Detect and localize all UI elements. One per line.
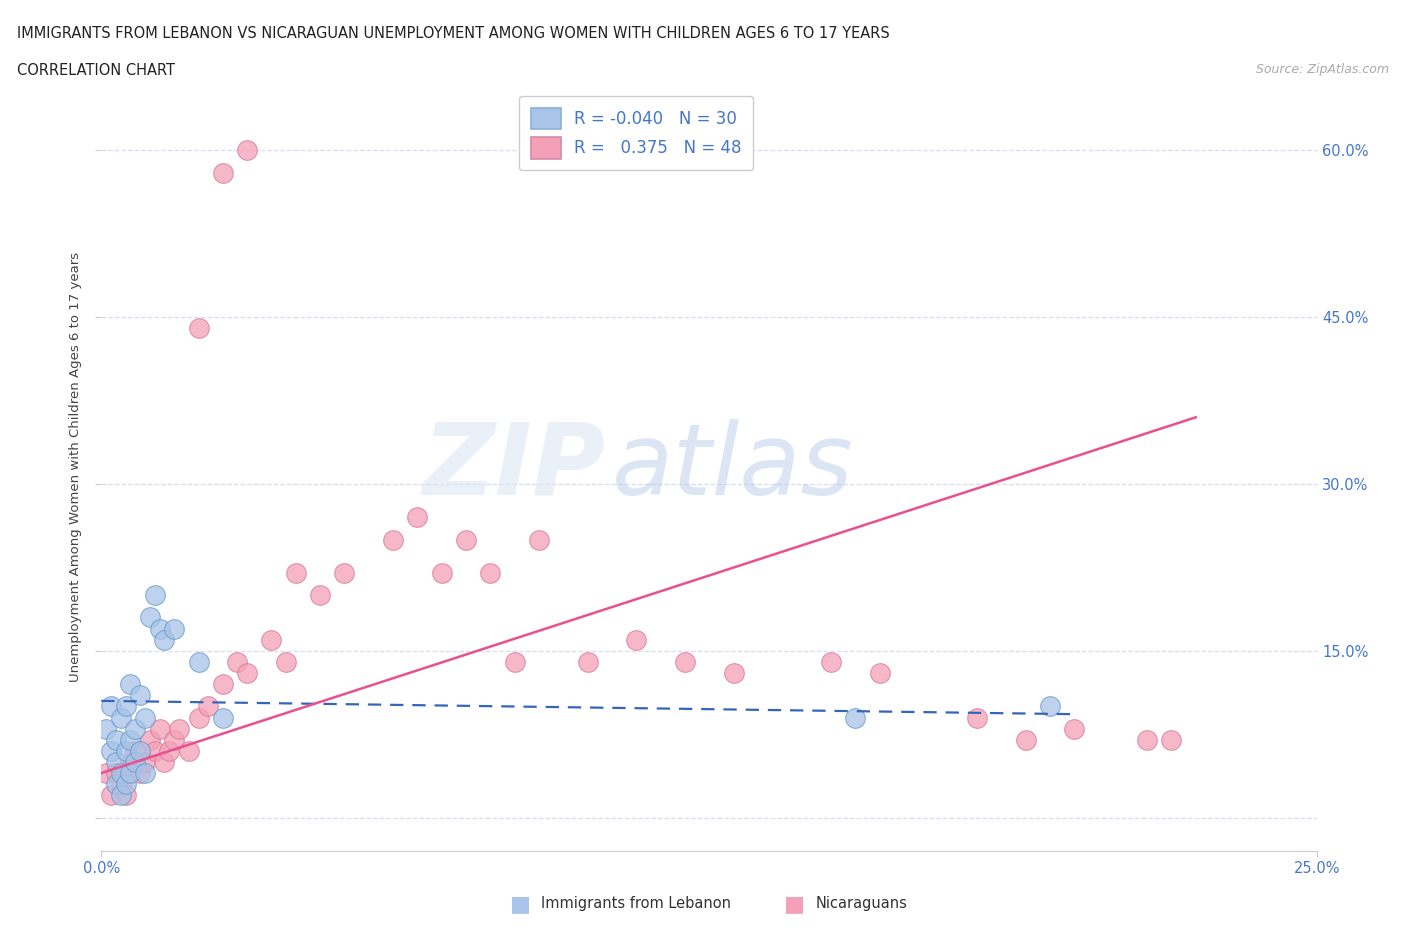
Point — [94, 765, 117, 780]
Point — [1136, 732, 1159, 747]
Point — [100, 699, 122, 714]
Point — [284, 565, 307, 580]
Point — [110, 765, 132, 780]
Text: Source: ZipAtlas.com: Source: ZipAtlas.com — [1256, 63, 1389, 76]
Point — [134, 711, 156, 725]
Point — [456, 532, 478, 547]
Text: CORRELATION CHART: CORRELATION CHART — [17, 63, 174, 78]
Point — [723, 666, 745, 681]
Point — [576, 655, 599, 670]
Point — [212, 677, 235, 692]
Point — [212, 711, 235, 725]
Text: IMMIGRANTS FROM LEBANON VS NICARAGUAN UNEMPLOYMENT AMONG WOMEN WITH CHILDREN AGE: IMMIGRANTS FROM LEBANON VS NICARAGUAN UN… — [17, 26, 890, 41]
Point — [163, 621, 186, 636]
Point — [503, 655, 526, 670]
Point — [869, 666, 891, 681]
Point — [129, 743, 152, 758]
Point — [479, 565, 502, 580]
Point — [187, 655, 209, 670]
Point — [124, 754, 146, 769]
Point — [120, 765, 142, 780]
Point — [844, 711, 866, 725]
Point — [167, 721, 190, 736]
Point — [212, 166, 235, 180]
Point — [124, 721, 146, 736]
Point — [626, 632, 648, 647]
Point — [134, 765, 156, 780]
Text: ZIP: ZIP — [423, 418, 606, 516]
Point — [333, 565, 356, 580]
Text: Nicaraguans: Nicaraguans — [815, 897, 907, 911]
Point — [157, 743, 180, 758]
Text: ■: ■ — [785, 894, 804, 914]
Point — [110, 788, 132, 803]
Text: Immigrants from Lebanon: Immigrants from Lebanon — [541, 897, 731, 911]
Point — [94, 721, 117, 736]
Point — [120, 732, 142, 747]
Point — [104, 765, 127, 780]
Point — [120, 754, 142, 769]
Point — [226, 655, 249, 670]
Point — [134, 754, 156, 769]
Point — [177, 743, 200, 758]
Point — [153, 632, 176, 647]
Point — [120, 677, 142, 692]
Legend: R = -0.040   N = 30, R =   0.375   N = 48: R = -0.040 N = 30, R = 0.375 N = 48 — [519, 96, 754, 170]
Point — [149, 721, 172, 736]
Point — [114, 788, 136, 803]
Point — [114, 777, 136, 791]
Point — [197, 699, 219, 714]
Point — [110, 777, 132, 791]
Point — [966, 711, 988, 725]
Point — [100, 788, 122, 803]
Point — [1014, 732, 1036, 747]
Point — [406, 510, 429, 525]
Point — [1063, 721, 1085, 736]
Point — [153, 754, 176, 769]
Point — [1039, 699, 1062, 714]
Point — [143, 588, 166, 603]
Point — [100, 743, 122, 758]
Point — [129, 688, 152, 703]
Point — [430, 565, 453, 580]
Y-axis label: Unemployment Among Women with Children Ages 6 to 17 years: Unemployment Among Women with Children A… — [69, 252, 83, 683]
Point — [139, 732, 162, 747]
Point — [382, 532, 405, 547]
Point — [820, 655, 842, 670]
Point — [124, 743, 146, 758]
Point — [236, 666, 259, 681]
Point — [143, 743, 166, 758]
Point — [527, 532, 550, 547]
Point — [236, 143, 259, 158]
Point — [104, 777, 127, 791]
Point — [309, 588, 332, 603]
Text: ■: ■ — [510, 894, 530, 914]
Point — [187, 711, 209, 725]
Point — [673, 655, 696, 670]
Point — [104, 754, 127, 769]
Point — [187, 321, 209, 336]
Point — [104, 732, 127, 747]
Point — [274, 655, 297, 670]
Point — [260, 632, 283, 647]
Point — [114, 743, 136, 758]
Point — [114, 699, 136, 714]
Point — [149, 621, 172, 636]
Point — [110, 711, 132, 725]
Point — [139, 610, 162, 625]
Text: atlas: atlas — [612, 418, 853, 516]
Point — [129, 765, 152, 780]
Point — [1160, 732, 1182, 747]
Point — [163, 732, 186, 747]
